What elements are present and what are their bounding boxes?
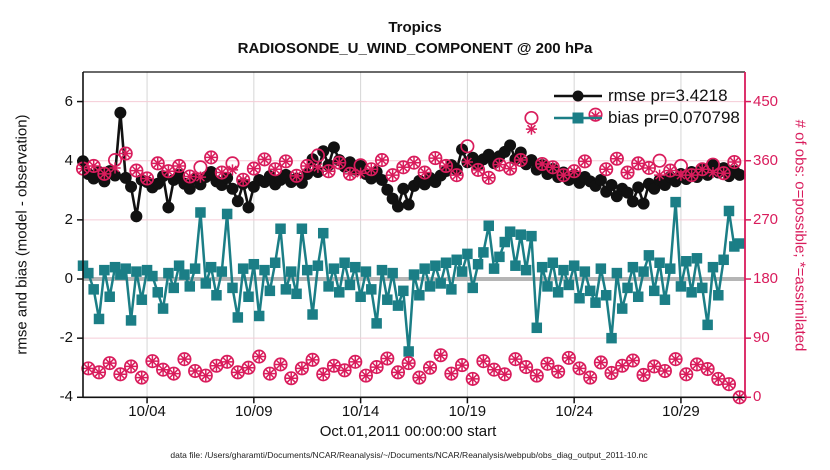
legend-rmse-label: rmse pr=3.4218	[608, 86, 728, 105]
right-tick-180: 180	[753, 270, 779, 287]
left-tick--2: -2	[59, 329, 73, 347]
left-axis-label: rmse and bias (model - observation)	[13, 114, 31, 355]
chart-legend: rmse pr=3.4218 bias pr=0.070798	[552, 85, 740, 129]
x-tick-10/09: 10/09	[235, 403, 273, 420]
left-tick-2: 2	[64, 210, 73, 228]
legend-bias-label: bias pr=0.070798	[608, 108, 740, 127]
right-tick-0: 0	[753, 388, 762, 406]
left-tick--4: -4	[59, 388, 73, 406]
right-tick-90: 90	[753, 329, 770, 347]
x-tick-10/14: 10/14	[341, 403, 380, 420]
bias-legend-marker	[554, 112, 602, 124]
x-axis-label: Oct.01,2011 00:00:00 start	[319, 423, 497, 440]
chart-subtitle: RADIOSONDE_U_WIND_COMPONENT @ 200 hPa	[237, 40, 593, 57]
legend-item-bias: bias pr=0.070798	[552, 107, 740, 129]
x-tick-10/04: 10/04	[128, 403, 166, 420]
data-file-caption: data file: /Users/gharamti/Documents/NCA…	[170, 450, 648, 460]
x-tick-10/19: 10/19	[448, 403, 487, 420]
x-tick-10/24: 10/24	[555, 403, 593, 420]
left-tick-0: 0	[64, 270, 73, 287]
right-tick-270: 270	[753, 210, 779, 228]
right-tick-360: 360	[753, 151, 779, 169]
legend-item-rmse: rmse pr=3.4218	[552, 85, 740, 107]
rmse-legend-marker	[554, 90, 602, 102]
left-tick-4: 4	[64, 151, 73, 169]
left-tick-6: 6	[64, 92, 73, 110]
chart-title: Tropics	[388, 19, 442, 36]
right-tick-450: 450	[753, 92, 779, 110]
x-tick-10/29: 10/29	[662, 403, 700, 420]
